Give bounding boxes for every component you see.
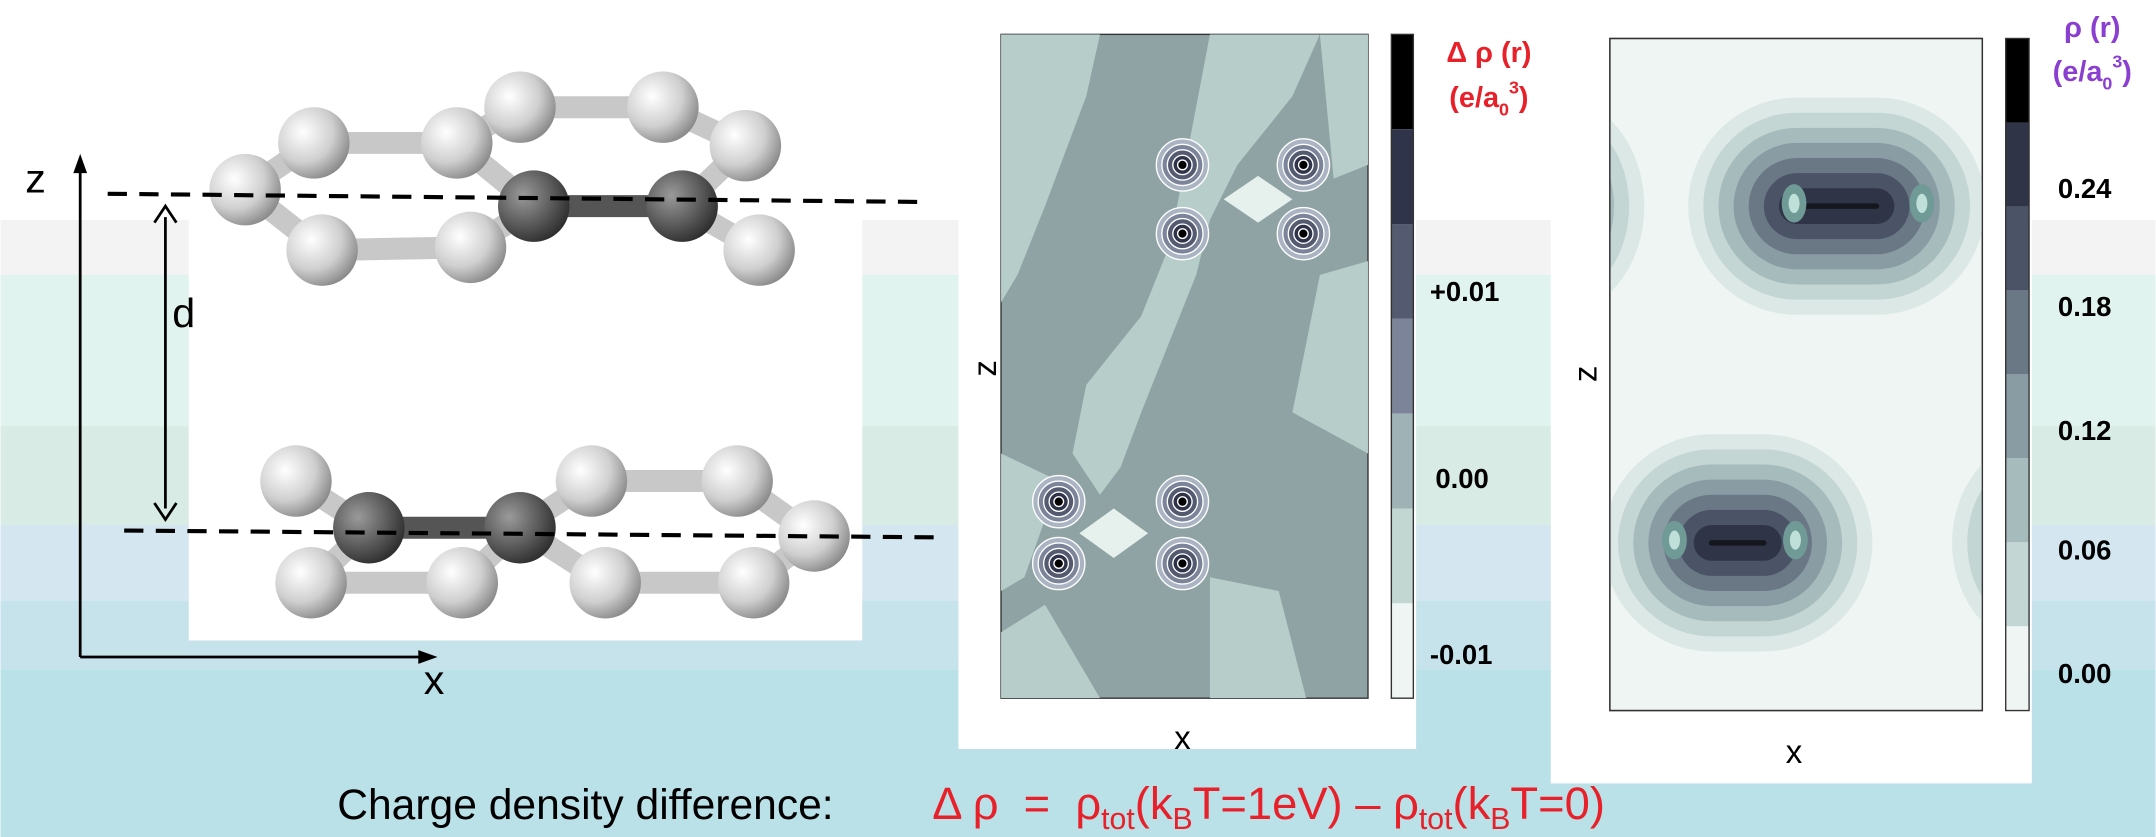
colorbar-segment [2006, 206, 2029, 290]
bright-spot [1790, 531, 1801, 550]
formula-part: (k [1135, 778, 1173, 829]
atom [275, 547, 346, 618]
colorbar-title: ρ (r) [2064, 12, 2120, 44]
z-label: z [1567, 366, 1604, 382]
formula-sub: B [1173, 803, 1193, 836]
colorbar-segment [2006, 290, 2029, 374]
atom [209, 154, 280, 225]
atom [421, 107, 492, 178]
atom [278, 107, 349, 178]
colorbar-tick-label: 0.12 [2058, 415, 2111, 446]
separation-label: d [172, 290, 195, 336]
colorbar-segment [1391, 129, 1413, 224]
colorbar-segment [2006, 374, 2029, 458]
contour-level [1178, 497, 1188, 507]
atom [427, 547, 498, 618]
colorbar-tick-label: 0.06 [2058, 534, 2111, 565]
colorbar-segment [1391, 319, 1413, 414]
atom [286, 214, 357, 285]
colorbar-segment [2006, 626, 2029, 710]
unit-part: (e/a [1449, 82, 1500, 114]
colorbar [2006, 38, 2029, 710]
unit-part: ) [1519, 82, 1529, 114]
colorbar-tick-label: +0.01 [1430, 276, 1500, 307]
unit-sub: 0 [2102, 73, 2112, 93]
atom [333, 492, 404, 563]
colorbar-segment [1391, 34, 1413, 129]
formula-sub: B [1490, 803, 1510, 836]
bright-spot [1669, 531, 1680, 550]
colorbar-tick-label: 0.00 [1435, 463, 1488, 494]
atom [556, 445, 627, 516]
atom [435, 212, 506, 283]
unit-sup: 3 [1509, 77, 1519, 97]
formula-sub: tot [1419, 803, 1453, 836]
contour-level [1299, 229, 1309, 239]
colorbar-tick-label: 0.24 [2058, 173, 2112, 204]
formula-part: T=0) [1510, 778, 1605, 829]
contour-level [1709, 540, 1767, 545]
contour-level [1054, 497, 1064, 507]
atom [484, 71, 555, 142]
contour-level [1178, 229, 1188, 239]
colorbar-segment [2006, 122, 2029, 206]
z-label: z [966, 360, 1003, 376]
formula-sub: tot [1101, 803, 1135, 836]
atom [484, 492, 555, 563]
x-label: x [1174, 719, 1191, 756]
atom [710, 110, 781, 181]
axis-label: x [424, 657, 445, 703]
colorbar-tick-label: 0.00 [2058, 658, 2111, 689]
bright-spot [1789, 194, 1800, 213]
colorbar-title: Δ ρ (r) [1446, 37, 1531, 69]
colorbar-segment [1391, 509, 1413, 604]
formula-part: (k [1452, 778, 1490, 829]
colorbar-segment [2006, 38, 2029, 122]
figure: z x d z x Δ ρ (r) (e/a03) +0.01 0.00 -0.… [0, 0, 2156, 837]
atom [646, 170, 717, 241]
x-label: x [1786, 733, 1803, 770]
colorbar [1391, 34, 1413, 698]
colorbar-segment [2006, 458, 2029, 542]
atom [260, 445, 331, 516]
unit-sup: 3 [2112, 51, 2122, 71]
contour-level [1299, 160, 1309, 170]
atom [718, 547, 789, 618]
bright-spot [1916, 194, 1927, 213]
atom [701, 445, 772, 516]
axis-label: z [25, 155, 46, 201]
colorbar-tick-label: -0.01 [1430, 639, 1493, 670]
formula-part: Δ ρ = ρ [932, 778, 1101, 829]
atom [723, 214, 794, 285]
colorbar-segment [1391, 603, 1413, 698]
page: {"diagram": {"axis_z": "z", "axis_x": "x… [0, 0, 2156, 837]
contour-level [1178, 160, 1188, 170]
colorbar-segment [1391, 224, 1413, 319]
unit-sub: 0 [1499, 99, 1509, 119]
unit-part: ) [2122, 56, 2132, 88]
contour-level [1054, 559, 1064, 569]
formula-part: T=1eV) – ρ [1193, 778, 1419, 829]
caption-label: Charge density difference: [337, 781, 833, 829]
colorbar-segment [1391, 414, 1413, 509]
colorbar-segment [2006, 542, 2029, 626]
colorbar-tick-label: 0.18 [2058, 291, 2111, 322]
atom [627, 71, 698, 142]
atom [569, 547, 640, 618]
atom [498, 170, 569, 241]
unit-part: (e/a [2053, 56, 2104, 88]
contour-level [1178, 559, 1188, 569]
contour-level [1794, 203, 1879, 208]
